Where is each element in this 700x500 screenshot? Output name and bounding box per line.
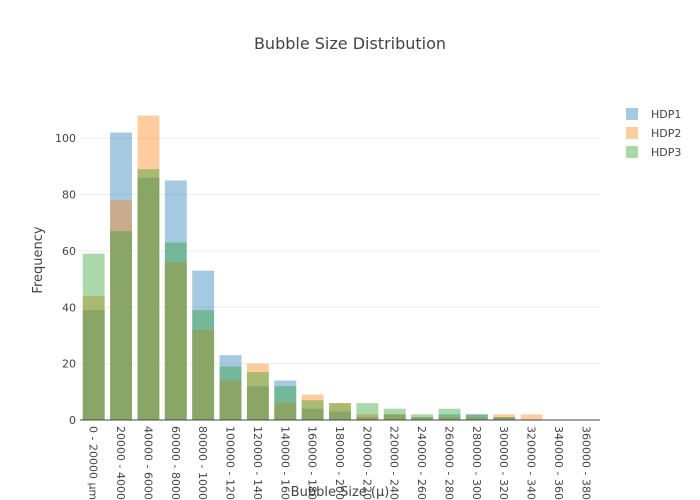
bar-hdp2[interactable]	[383, 414, 406, 420]
bar-hdp3[interactable]	[383, 408, 406, 420]
legend-label: HDP1	[651, 108, 681, 121]
bar-hdp1[interactable]	[219, 355, 242, 420]
x-axis-title: Bubble Size (μ)	[291, 485, 390, 500]
bar-hdp1[interactable]	[301, 408, 324, 420]
y-tick-label: 100	[55, 132, 76, 145]
x-tick-label: 300000 - 320000	[497, 426, 510, 500]
x-tick-label: 20000 - 40000	[114, 426, 127, 500]
bar-hdp2[interactable]	[438, 417, 461, 420]
x-tick-label: 140000 - 160000	[278, 426, 291, 500]
y-tick-label: 0	[69, 414, 76, 427]
x-tick-label: 220000 - 240000	[388, 426, 401, 500]
y-tick-label: 20	[62, 358, 76, 371]
bar-hdp1[interactable]	[82, 310, 105, 420]
bar-hdp2[interactable]	[274, 403, 297, 420]
x-tick-label: 60000 - 80000	[169, 426, 182, 500]
bar-hdp1[interactable]	[411, 417, 434, 420]
bar-hdp3[interactable]	[438, 408, 461, 420]
x-tick-label: 160000 - 180000	[306, 426, 319, 500]
x-tick-label: 360000 - 380000	[579, 426, 592, 500]
bar-hdp1[interactable]	[465, 414, 488, 420]
legend[interactable]: HDP1 HDP2 HDP3	[626, 108, 681, 159]
bar-hdp2[interactable]	[82, 296, 105, 420]
bar-hdp2[interactable]	[110, 200, 132, 420]
bar-hdp3[interactable]	[411, 414, 434, 420]
y-tick-label: 60	[62, 245, 76, 258]
x-tick-label: 100000 - 120000	[224, 426, 237, 500]
x-tick-label: 120000 - 140000	[251, 426, 264, 500]
bar-hdp2[interactable]	[246, 363, 269, 420]
bar-hdp3[interactable]	[110, 231, 132, 420]
y-axis-title: Frequency	[31, 226, 46, 293]
bar-hdp2[interactable]	[192, 329, 215, 420]
bar-hdp1[interactable]	[110, 132, 132, 420]
bar-hdp1[interactable]	[192, 270, 215, 420]
bar-hdp3[interactable]	[164, 242, 187, 420]
bar-hdp3[interactable]	[465, 414, 488, 420]
bar-hdp2[interactable]	[520, 414, 543, 420]
x-tick-label: 80000 - 100000	[196, 426, 209, 500]
bar-hdp1[interactable]	[164, 180, 187, 420]
bar-hdp3[interactable]	[192, 310, 215, 420]
x-tick-label: 280000 - 300000	[470, 426, 483, 500]
bars	[82, 115, 543, 421]
y-tick-label: 40	[62, 301, 76, 314]
bar-hdp1[interactable]	[438, 414, 461, 420]
axes: 0 20 40 60 80 100 0 - 20000 μm 20000 - 40000 400…	[55, 132, 600, 500]
legend-swatch	[626, 108, 638, 120]
bar-hdp3[interactable]	[274, 386, 297, 420]
x-tick-label: 180000 - 200000	[333, 426, 346, 500]
bar-hdp2[interactable]	[164, 262, 187, 420]
bar-hdp1[interactable]	[493, 417, 516, 420]
bar-hdp1[interactable]	[383, 414, 406, 420]
bar-hdp3[interactable]	[356, 403, 379, 420]
legend-swatch	[626, 146, 638, 158]
bar-hdp2[interactable]	[356, 414, 379, 420]
bar-hdp2[interactable]	[411, 417, 434, 420]
x-tick-label: 260000 - 280000	[442, 426, 455, 500]
bar-hdp1[interactable]	[356, 417, 379, 420]
bar-hdp1[interactable]	[137, 177, 160, 420]
x-tick-label: 0 - 20000 μm	[87, 426, 100, 500]
x-tick-label: 240000 - 260000	[415, 426, 428, 500]
bar-hdp2[interactable]	[301, 394, 324, 420]
x-tick-label: 200000 - 220000	[360, 426, 373, 500]
bar-hdp3[interactable]	[329, 403, 351, 420]
legend-label: HDP3	[651, 146, 681, 159]
bar-hdp1[interactable]	[274, 380, 297, 420]
bar-hdp3[interactable]	[246, 372, 269, 420]
bar-hdp2[interactable]	[219, 380, 242, 420]
bar-hdp3[interactable]	[82, 253, 105, 420]
x-tick-label: 320000 - 340000	[525, 426, 538, 500]
x-tick-label: 340000 - 360000	[552, 426, 565, 500]
grid	[80, 137, 600, 365]
bar-hdp1[interactable]	[246, 386, 269, 420]
legend-swatch	[626, 127, 638, 139]
chart-title: Bubble Size Distribution	[254, 34, 446, 53]
bar-hdp3[interactable]	[219, 366, 242, 420]
y-tick-label: 80	[62, 189, 76, 202]
legend-item-hdp1[interactable]: HDP1	[626, 108, 681, 121]
bar-hdp1[interactable]	[329, 411, 351, 420]
legend-label: HDP2	[651, 127, 681, 140]
bar-hdp3[interactable]	[493, 417, 516, 420]
x-tick-label: 40000 - 60000	[141, 426, 154, 500]
bar-hdp2[interactable]	[137, 115, 160, 421]
bar-hdp2[interactable]	[465, 417, 488, 420]
bar-hdp2[interactable]	[329, 403, 351, 420]
bar-hdp3[interactable]	[301, 400, 324, 420]
bar-hdp3[interactable]	[137, 169, 160, 420]
bar-hdp2[interactable]	[493, 414, 516, 420]
legend-item-hdp2[interactable]: HDP2	[626, 127, 681, 140]
legend-item-hdp3[interactable]: HDP3	[626, 146, 681, 159]
